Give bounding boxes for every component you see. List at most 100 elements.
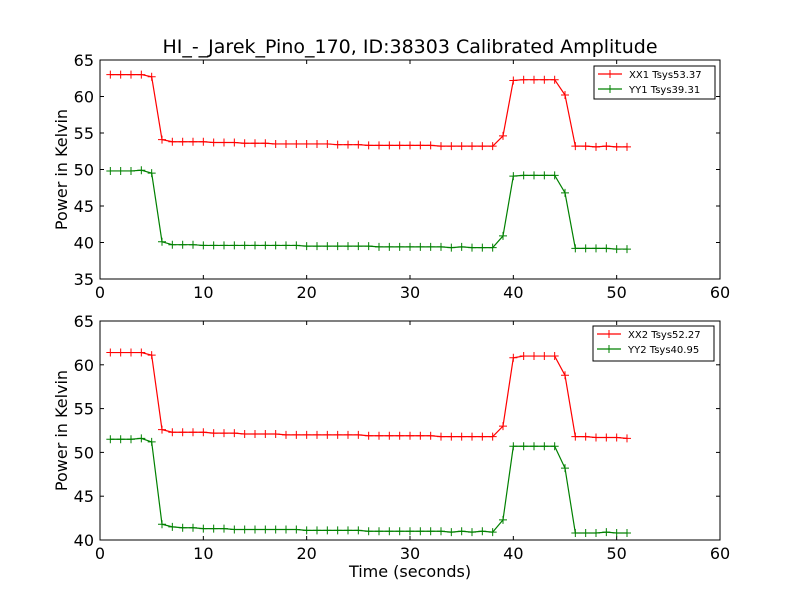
data-point — [292, 241, 301, 250]
data-point — [230, 429, 239, 438]
data-point — [571, 432, 580, 441]
chart-panel-2: 0 10 20 30 40 50 60 40 45 50 55 60 65 Power in Kelvin… — [52, 312, 730, 581]
data-point — [116, 348, 125, 357]
data-point — [240, 241, 249, 250]
data-point — [158, 520, 166, 529]
x-tick-label: 20 — [296, 283, 316, 302]
legend-marker — [606, 70, 614, 78]
data-point — [468, 142, 476, 151]
data-point — [106, 435, 115, 444]
data-point — [499, 515, 507, 524]
data-point — [540, 75, 549, 84]
data-point — [302, 139, 311, 148]
data-point — [147, 72, 156, 81]
data-point — [323, 526, 332, 535]
data-point — [271, 241, 280, 250]
data-point — [509, 442, 518, 451]
data-point — [581, 432, 590, 441]
data-point — [478, 432, 487, 441]
data-point — [240, 525, 249, 534]
x-tick-label: 40 — [503, 283, 523, 302]
data-point — [116, 70, 125, 79]
data-point — [354, 430, 363, 439]
data-point — [592, 244, 600, 253]
data-point — [189, 240, 197, 249]
data-point — [344, 140, 352, 149]
data-point — [561, 371, 569, 380]
data-point — [168, 240, 177, 249]
data-point — [488, 432, 497, 441]
data-point — [437, 432, 445, 441]
data-point — [437, 242, 445, 251]
data-point — [416, 431, 425, 440]
data-point — [602, 433, 611, 442]
data-point — [178, 240, 187, 249]
x-tick-label: 60 — [710, 283, 730, 302]
data-point — [323, 430, 332, 439]
data-point — [550, 75, 559, 84]
y-tick-label: 40 — [74, 531, 94, 550]
data-point — [189, 428, 197, 437]
data-point — [220, 138, 228, 147]
data-point — [137, 166, 146, 175]
data-point — [230, 241, 239, 250]
data-point — [147, 351, 156, 360]
y-tick-label: 45 — [74, 197, 94, 216]
data-point — [364, 141, 373, 150]
data-point — [592, 142, 600, 151]
data-point — [199, 241, 208, 250]
x-tick-label: 30 — [400, 283, 420, 302]
data-point — [561, 188, 569, 197]
legend-label: XX2 Tsys52.27 — [628, 330, 701, 341]
x-tick-label: 10 — [193, 283, 213, 302]
data-point — [499, 422, 507, 431]
data-point — [416, 527, 425, 536]
y-tick-label: 60 — [74, 356, 94, 375]
data-point — [178, 523, 187, 532]
x-axis-label: Time (seconds) — [348, 562, 471, 581]
x-tick-label: 10 — [193, 544, 213, 563]
legend-box — [592, 325, 715, 362]
data-point — [313, 526, 321, 535]
legend: XX2 Tsys52.27 YY2 Tsys40.95 — [592, 325, 715, 362]
data-point — [550, 442, 559, 451]
data-point — [375, 242, 383, 251]
data-point — [406, 431, 414, 440]
data-point — [333, 242, 342, 251]
legend-entry-2: YY1 Tsys39.31 — [598, 85, 700, 96]
data-point — [602, 528, 611, 537]
data-point — [199, 137, 208, 146]
data-point — [530, 352, 538, 361]
data-point — [344, 242, 352, 251]
data-point — [292, 139, 301, 148]
data-point — [426, 141, 435, 150]
data-point — [581, 528, 590, 537]
data-point — [623, 528, 631, 537]
data-point — [106, 70, 115, 79]
data-point — [127, 435, 135, 444]
data-point — [354, 140, 363, 149]
plot-frame — [99, 320, 721, 541]
data-point — [623, 434, 631, 443]
data-point — [385, 141, 394, 150]
data-point — [612, 433, 621, 442]
y-tick-label: 60 — [74, 88, 94, 107]
series-1 — [106, 70, 631, 151]
data-point — [282, 139, 290, 148]
legend-box — [593, 65, 716, 100]
data-point — [406, 141, 414, 150]
data-point — [426, 431, 435, 440]
data-point — [375, 431, 383, 440]
data-point — [282, 525, 290, 534]
data-point — [333, 430, 342, 439]
data-point — [530, 442, 538, 451]
data-point — [426, 527, 435, 536]
data-point — [344, 430, 352, 439]
y-tick-label: 45 — [74, 487, 94, 506]
data-point — [602, 142, 611, 151]
data-point — [302, 430, 311, 439]
data-point — [457, 142, 466, 151]
data-point — [478, 243, 487, 252]
data-point — [168, 428, 177, 437]
data-point — [488, 243, 497, 252]
